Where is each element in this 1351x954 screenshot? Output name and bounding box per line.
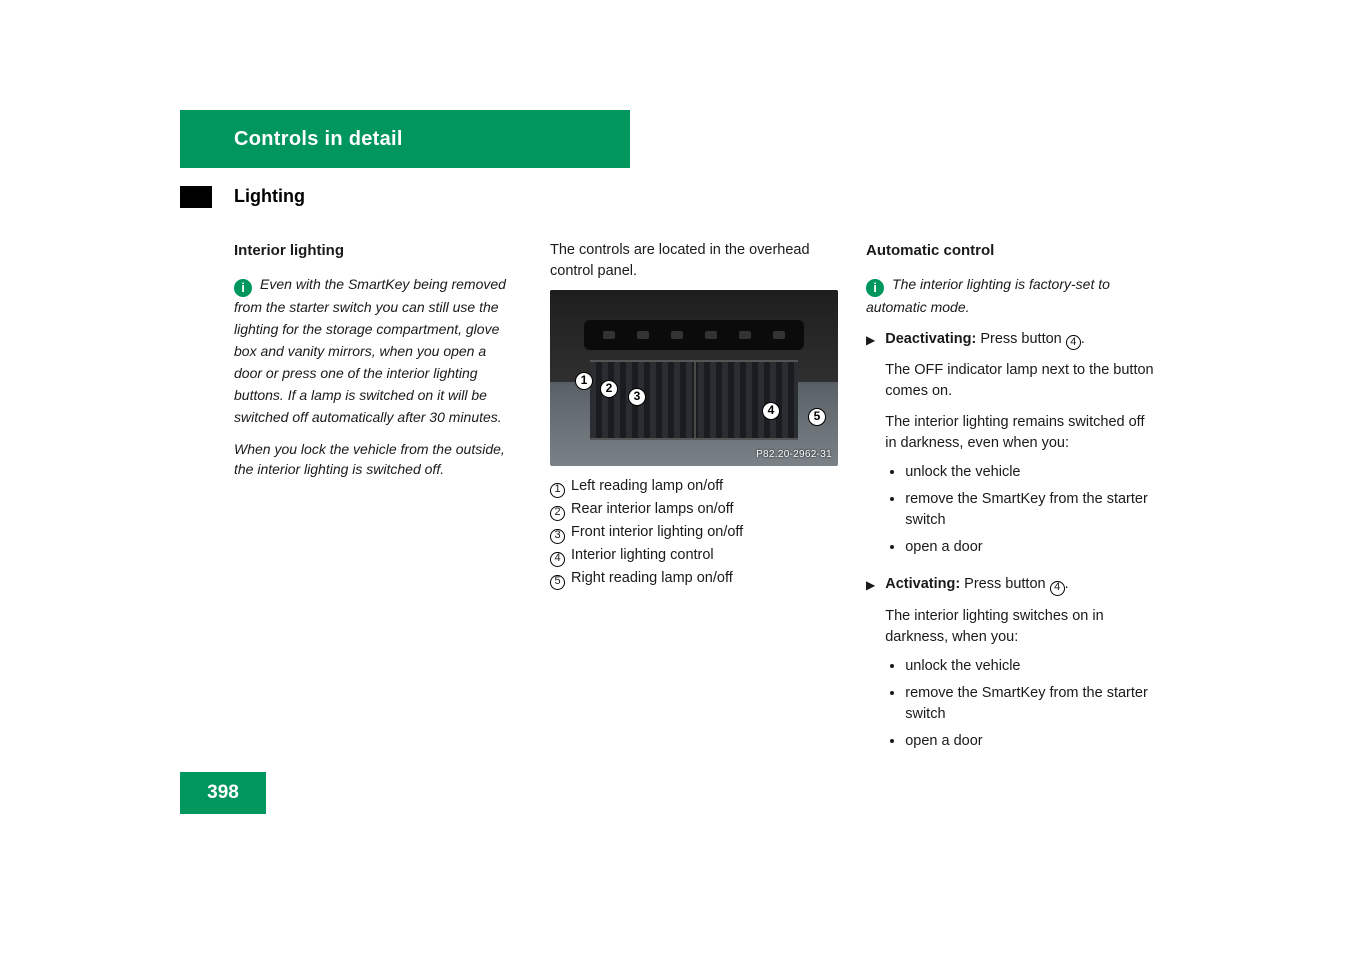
- figure-callout-1-num: 1: [581, 372, 588, 389]
- legend-label-3: Front interior lighting on/off: [571, 522, 743, 543]
- step1-label: Deactivating:: [885, 331, 976, 347]
- step-deactivating: ▶ Deactivating: Press button 4. The OFF …: [866, 329, 1156, 565]
- step2-ref-num: 4: [1050, 581, 1065, 596]
- list-item: remove the SmartKey from the starter swi…: [905, 489, 1156, 531]
- step2-bullets: unlock the vehicle remove the SmartKey f…: [885, 656, 1156, 752]
- column-2: The controls are located in the overhead…: [550, 240, 830, 758]
- figure-btn: [603, 331, 615, 339]
- step-body: Deactivating: Press button 4. The OFF in…: [885, 329, 1156, 565]
- step-arrow-icon: ▶: [866, 332, 875, 568]
- figure-callout-4: 4: [762, 402, 780, 420]
- legend-num-5: 5: [550, 575, 565, 590]
- column-3: Automatic control i The interior lightin…: [866, 240, 1156, 758]
- info-note-2-text: The interior lighting is factory-set to …: [866, 276, 1110, 315]
- figure-callout-3: 3: [628, 388, 646, 406]
- col1-para2: When you lock the vehicle from the outsi…: [234, 439, 514, 480]
- step1-line: Deactivating: Press button 4.: [885, 329, 1156, 350]
- info-note-2: i The interior lighting is factory-set t…: [866, 274, 1156, 319]
- figure-callout-2: 2: [600, 380, 618, 398]
- section-title: Controls in detail: [234, 128, 403, 151]
- legend-row: 2 Rear interior lamps on/off: [550, 499, 830, 520]
- info-note-1-text: Even with the SmartKey being removed fro…: [234, 276, 506, 425]
- legend-num-4: 4: [550, 552, 565, 567]
- edge-tab: [180, 186, 212, 208]
- step-activating: ▶ Activating: Press button 4. The interi…: [866, 574, 1156, 758]
- step2-end: .: [1065, 576, 1069, 592]
- figure-callout-5: 5: [808, 408, 826, 426]
- step1-ref-num: 4: [1066, 335, 1081, 350]
- info-icon: i: [866, 279, 884, 297]
- list-item: open a door: [905, 731, 1156, 752]
- overhead-panel-figure: 1 2 3 4 5 P82.20-2962-31: [550, 290, 838, 466]
- figure-btn: [773, 331, 785, 339]
- figure-callout-1: 1: [575, 372, 593, 390]
- content-columns: Interior lighting i Even with the SmartK…: [234, 240, 1171, 758]
- step1-text: Press button: [976, 331, 1065, 347]
- legend-num-2: 2: [550, 506, 565, 521]
- figure-btn: [637, 331, 649, 339]
- figure-btn: [705, 331, 717, 339]
- list-item: unlock the vehicle: [905, 462, 1156, 483]
- info-note-1: i Even with the SmartKey being removed f…: [234, 274, 514, 429]
- figure-console: [584, 320, 804, 350]
- page-number: 398: [180, 772, 266, 814]
- interior-lighting-heading: Interior lighting: [234, 240, 514, 262]
- legend-label-2: Rear interior lamps on/off: [571, 499, 734, 520]
- figure-btn: [671, 331, 683, 339]
- figure-vent: [590, 360, 798, 440]
- step1-para2: The OFF indicator lamp next to the butto…: [885, 360, 1156, 402]
- legend-label-1: Left reading lamp on/off: [571, 476, 723, 497]
- section-header-bar: Controls in detail: [180, 110, 630, 168]
- subsection-title: Lighting: [234, 186, 305, 207]
- step1-bullets: unlock the vehicle remove the SmartKey f…: [885, 462, 1156, 558]
- step1-para3: The interior lighting remains switched o…: [885, 412, 1156, 454]
- legend-label-5: Right reading lamp on/off: [571, 568, 733, 589]
- legend-num-3: 3: [550, 529, 565, 544]
- figure-callout-4-num: 4: [768, 402, 775, 419]
- figure-btn: [739, 331, 751, 339]
- col2-intro: The controls are located in the overhead…: [550, 240, 830, 282]
- list-item: remove the SmartKey from the starter swi…: [905, 683, 1156, 725]
- list-item: open a door: [905, 537, 1156, 558]
- figure-patent-label: P82.20-2962-31: [756, 448, 832, 463]
- legend-num-1: 1: [550, 483, 565, 498]
- automatic-control-heading: Automatic control: [866, 240, 1156, 262]
- figure-legend: 1 Left reading lamp on/off 2 Rear interior…: [550, 476, 830, 589]
- legend-row: 5 Right reading lamp on/off: [550, 568, 830, 589]
- column-1: Interior lighting i Even with the SmartK…: [234, 240, 514, 758]
- info-icon: i: [234, 279, 252, 297]
- step-body: Activating: Press button 4. The interior…: [885, 574, 1156, 758]
- legend-row: 3 Front interior lighting on/off: [550, 522, 830, 543]
- figure-callout-3-num: 3: [634, 388, 641, 405]
- step2-text: Press button: [960, 576, 1049, 592]
- legend-row: 1 Left reading lamp on/off: [550, 476, 830, 497]
- list-item: unlock the vehicle: [905, 656, 1156, 677]
- step2-label: Activating:: [885, 576, 960, 592]
- step1-end: .: [1081, 331, 1085, 347]
- legend-label-4: Interior lighting control: [571, 545, 714, 566]
- step2-para2: The interior lighting switches on in dar…: [885, 606, 1156, 648]
- step2-line: Activating: Press button 4.: [885, 574, 1156, 595]
- figure-callout-5-num: 5: [814, 408, 821, 425]
- legend-row: 4 Interior lighting control: [550, 545, 830, 566]
- step-arrow-icon: ▶: [866, 577, 875, 761]
- figure-callout-2-num: 2: [606, 380, 613, 397]
